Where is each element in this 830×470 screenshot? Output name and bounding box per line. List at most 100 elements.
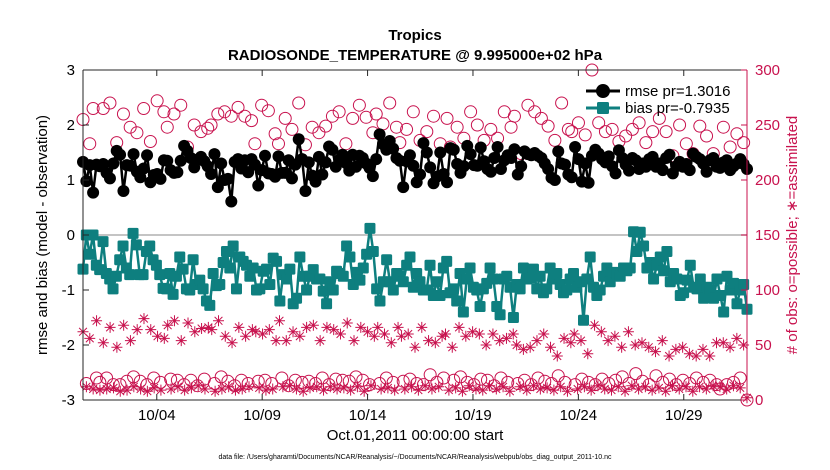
assimilated-obs-point [263,324,275,336]
legend-rmse-label: rmse pr=1.3016 [625,83,730,100]
possible-obs-point [342,374,356,388]
assimilated-obs-point [487,328,499,340]
bias-point [337,270,349,282]
assimilated-obs-point [582,348,594,360]
rmse-point [205,167,218,180]
rmse-point [171,166,184,179]
rmse-point [434,146,447,159]
assimilated-obs-point [80,381,92,393]
possible-obs-point [204,118,218,132]
rmse-point [373,128,386,141]
possible-obs-point [292,96,306,110]
possible-obs-point [528,105,542,119]
assimilated-obs-point [175,335,187,347]
rmse-point [663,148,676,161]
bias-point [494,309,506,321]
assimilated-obs-point [206,324,218,336]
assimilated-obs-point [680,381,692,393]
rmse-point [107,157,120,170]
bias-point [561,284,573,296]
possible-obs-point [379,371,393,385]
bias-point [261,263,273,275]
bias-point [327,284,339,296]
possible-obs-point [534,111,548,125]
assimilated-obs-point [548,384,560,396]
y-right-tick-label: 100 [755,282,780,299]
possible-obs-point [541,119,555,133]
bias-point [364,222,376,234]
possible-obs-point [598,125,612,139]
possible-obs-point [427,109,441,123]
assimilated-obs-point [450,382,462,394]
rmse-point [464,148,477,161]
possible-obs-point [268,127,282,141]
bias-point [638,240,650,252]
assimilated-obs-point [670,343,682,355]
possible-obs-point [248,137,262,151]
bias-point [517,262,529,274]
rmse-point [366,170,379,183]
y-right-tick-label: 250 [755,117,780,134]
assimilated-obs-point [561,385,573,397]
assimilated-obs-point [84,332,96,344]
y-axis-right-label: # of obs: o=possible; ∗=assimilated [784,116,801,355]
assimilated-obs-point [633,383,645,395]
rmse-point [387,142,400,155]
y-tick-label: 0 [67,227,75,244]
y-tick-label: -1 [62,282,75,299]
assimilated-obs-point [589,319,601,331]
possible-obs-point [669,378,683,392]
x-tick-label: 10/29 [665,407,703,424]
assimilated-obs-point [334,328,346,340]
rmse-point [441,176,454,189]
bias-point [671,273,683,285]
bias-point [137,269,149,281]
possible-obs-point [207,377,221,390]
possible-obs-point [211,107,225,121]
possible-obs-point [622,377,636,390]
bias-point [397,276,409,288]
assimilated-obs-point [199,383,211,395]
rmse-point [407,159,420,172]
assimilated-obs-point [473,328,485,340]
bias-point [474,301,486,312]
assimilated-obs-point [321,321,333,333]
possible-obs-point [730,127,744,141]
y-tick-label: 1 [67,172,75,189]
rmse-point [259,149,272,162]
assimilated-obs-point [697,343,709,355]
assimilated-obs-point [355,321,367,333]
bias-point [97,236,109,248]
assimilated-obs-point [290,383,302,395]
assimilated-obs-point [202,321,214,333]
assimilated-obs-point [402,328,414,340]
bias-point [464,262,476,274]
rmse-point [420,146,433,159]
possible-obs-point [245,114,259,128]
bias-point [84,248,96,260]
assimilated-obs-point [470,383,482,395]
rmse-point [316,168,329,181]
footnote: data file: /Users/gharamti/Documents/NCA… [218,454,612,461]
possible-obs-point [332,105,346,119]
assimilated-obs-point [517,343,529,355]
assimilated-obs-point [514,381,526,393]
assimilated-obs-point [273,315,285,327]
assimilated-obs-point [97,337,109,349]
rmse-point [370,153,383,166]
assimilated-obs-point [372,321,384,333]
assimilated-obs-point [165,383,177,395]
possible-obs-point [400,122,414,136]
assimilated-obs-point [683,348,695,360]
assimilated-obs-point [91,315,103,327]
possible-obs-point [130,126,144,140]
assimilated-obs-point [734,382,746,394]
possible-obs-point [89,371,103,385]
assimilated-obs-point [250,326,262,338]
bias-point [117,240,129,252]
possible-obs-point [349,370,363,384]
possible-obs-point [555,96,569,110]
assimilated-obs-point [358,385,370,397]
rmse-point [515,160,528,173]
possible-obs-point [474,372,488,386]
